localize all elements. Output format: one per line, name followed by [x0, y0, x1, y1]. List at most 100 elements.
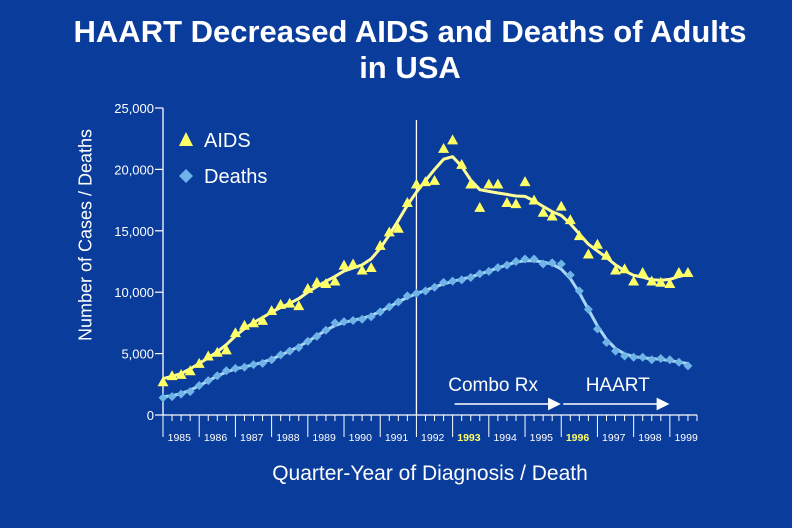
aids-point: [302, 283, 314, 293]
deaths-point: [348, 315, 358, 325]
deaths-point: [638, 352, 648, 362]
deaths-point: [592, 324, 602, 334]
deaths-point: [493, 263, 503, 273]
deaths-point: [439, 277, 449, 287]
deaths-point: [203, 376, 213, 386]
aids-point: [537, 206, 549, 217]
deaths-point: [294, 342, 304, 352]
deaths-point: [249, 360, 259, 370]
x-tick-label: 1996: [566, 432, 590, 444]
aids-point: [528, 194, 540, 205]
y-tick-label: 0: [147, 408, 154, 423]
aids-point: [447, 134, 459, 145]
x-tick-label: 1987: [240, 432, 264, 444]
aids-point: [184, 365, 196, 376]
aids-point: [238, 319, 250, 330]
x-tick-label: 1994: [493, 432, 517, 444]
aids-point: [664, 278, 676, 289]
x-tick-label: 1995: [530, 432, 554, 444]
deaths-point: [312, 331, 322, 341]
x-tick-label: 1998: [638, 432, 662, 444]
y-tick-label: 25,000: [114, 101, 154, 116]
aids-point: [655, 276, 667, 287]
deaths-point: [538, 259, 548, 269]
aids-point: [546, 210, 558, 221]
aids-point: [229, 327, 241, 338]
deaths-point: [194, 381, 204, 391]
aids-point: [510, 198, 522, 209]
deaths-point: [520, 254, 530, 264]
deaths-point: [185, 387, 195, 397]
deaths-point: [430, 282, 440, 292]
annotations: Combo Rx HAART: [448, 375, 670, 411]
deaths-point: [339, 317, 349, 327]
chart-title: HAART Decreased AIDS and Deaths of Adult…: [73, 14, 747, 85]
deaths-point: [601, 338, 611, 348]
deaths-point: [583, 304, 593, 314]
x-tick-label: 1999: [674, 432, 698, 444]
y-tick-label: 5,000: [121, 347, 154, 362]
aids-point: [347, 258, 359, 269]
deaths-point: [258, 358, 268, 368]
x-axis-label: Quarter-Year of Diagnosis / Death: [272, 462, 588, 485]
axes: [162, 108, 697, 416]
aids-point: [211, 346, 223, 357]
aids-point: [646, 275, 658, 286]
legend-marker-deaths: [179, 169, 193, 183]
deaths-point: [565, 270, 575, 280]
deaths-point: [321, 325, 331, 335]
aids-point: [266, 305, 278, 316]
aids-point: [637, 267, 649, 277]
deaths-point: [574, 286, 584, 296]
deaths-point: [448, 276, 458, 286]
aids-point: [220, 344, 232, 355]
deaths-point: [683, 361, 693, 371]
aids-point: [356, 264, 368, 275]
deaths-point: [230, 363, 240, 373]
aids-point: [166, 370, 178, 381]
x-tick-label: 1989: [312, 432, 336, 444]
deaths-point: [466, 272, 476, 282]
aids-point: [456, 158, 468, 169]
deaths-point: [547, 258, 557, 268]
aids-point: [619, 263, 631, 274]
deaths-point: [285, 346, 295, 356]
aids-point: [682, 267, 694, 277]
deaths-point: [267, 355, 277, 365]
aids-point: [519, 176, 531, 187]
x-tick-label: 1988: [276, 432, 300, 444]
deaths-point: [502, 260, 512, 270]
deaths-point: [357, 314, 367, 324]
deaths-point: [411, 288, 421, 298]
legend-marker-aids: [179, 132, 193, 146]
deaths-point: [529, 254, 539, 264]
y-tick-label: 15,000: [114, 224, 154, 239]
y-tick-label: 10,000: [114, 285, 154, 300]
aids-point: [202, 350, 214, 361]
aids-point: [438, 143, 450, 153]
deaths-point: [384, 302, 394, 312]
aids-point: [591, 238, 603, 249]
aids-point: [429, 174, 441, 185]
deaths-point: [511, 257, 521, 266]
aids-point: [483, 178, 495, 189]
aids-point: [329, 275, 341, 286]
aids-point: [257, 314, 269, 325]
combo-rx-label: Combo Rx: [448, 375, 538, 396]
aids-point: [293, 300, 305, 311]
x-tick-label: 1990: [349, 432, 373, 444]
aids-point: [275, 298, 287, 309]
series-line-aids: [162, 155, 689, 381]
aids-point: [193, 357, 205, 368]
aids-point: [501, 197, 513, 207]
aids-point: [474, 201, 486, 212]
aids-point: [392, 222, 404, 233]
legend-label-aids: AIDS: [204, 130, 251, 152]
aids-point: [284, 297, 296, 308]
deaths-point: [366, 312, 376, 322]
x-tick-label: 1992: [421, 432, 445, 444]
deaths-point: [176, 389, 186, 399]
deaths-point: [158, 393, 168, 403]
aids-point: [610, 264, 622, 275]
aids-point: [401, 197, 413, 207]
